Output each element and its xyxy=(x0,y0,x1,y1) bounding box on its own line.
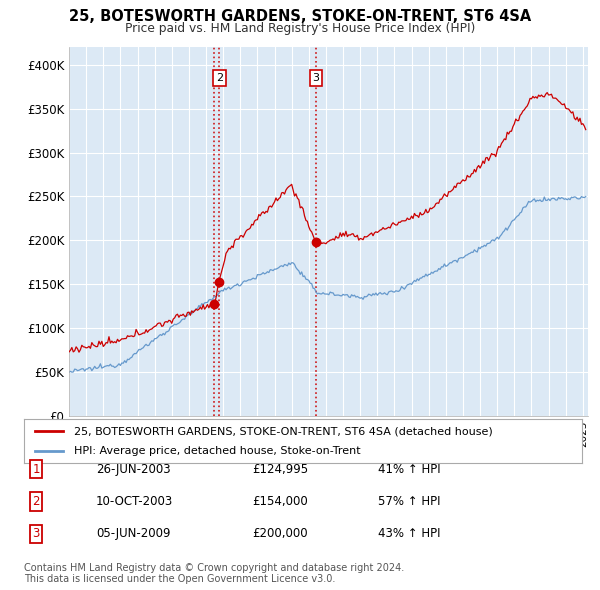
Text: £200,000: £200,000 xyxy=(252,527,308,540)
Text: 25, BOTESWORTH GARDENS, STOKE-ON-TRENT, ST6 4SA (detached house): 25, BOTESWORTH GARDENS, STOKE-ON-TRENT, … xyxy=(74,427,493,436)
Text: 1: 1 xyxy=(32,463,40,476)
Text: Price paid vs. HM Land Registry's House Price Index (HPI): Price paid vs. HM Land Registry's House … xyxy=(125,22,475,35)
Text: 3: 3 xyxy=(313,73,320,83)
Text: HPI: Average price, detached house, Stoke-on-Trent: HPI: Average price, detached house, Stok… xyxy=(74,446,361,455)
Text: This data is licensed under the Open Government Licence v3.0.: This data is licensed under the Open Gov… xyxy=(24,574,335,584)
Text: 41% ↑ HPI: 41% ↑ HPI xyxy=(378,463,440,476)
Text: 57% ↑ HPI: 57% ↑ HPI xyxy=(378,495,440,508)
Text: 10-OCT-2003: 10-OCT-2003 xyxy=(96,495,173,508)
Text: 2: 2 xyxy=(32,495,40,508)
Text: £124,995: £124,995 xyxy=(252,463,308,476)
Text: 26-JUN-2003: 26-JUN-2003 xyxy=(96,463,170,476)
Text: 05-JUN-2009: 05-JUN-2009 xyxy=(96,527,170,540)
Text: 25, BOTESWORTH GARDENS, STOKE-ON-TRENT, ST6 4SA: 25, BOTESWORTH GARDENS, STOKE-ON-TRENT, … xyxy=(69,9,531,24)
Text: 2: 2 xyxy=(216,73,223,83)
Text: £154,000: £154,000 xyxy=(252,495,308,508)
Text: 43% ↑ HPI: 43% ↑ HPI xyxy=(378,527,440,540)
Text: Contains HM Land Registry data © Crown copyright and database right 2024.: Contains HM Land Registry data © Crown c… xyxy=(24,563,404,573)
Text: 3: 3 xyxy=(32,527,40,540)
